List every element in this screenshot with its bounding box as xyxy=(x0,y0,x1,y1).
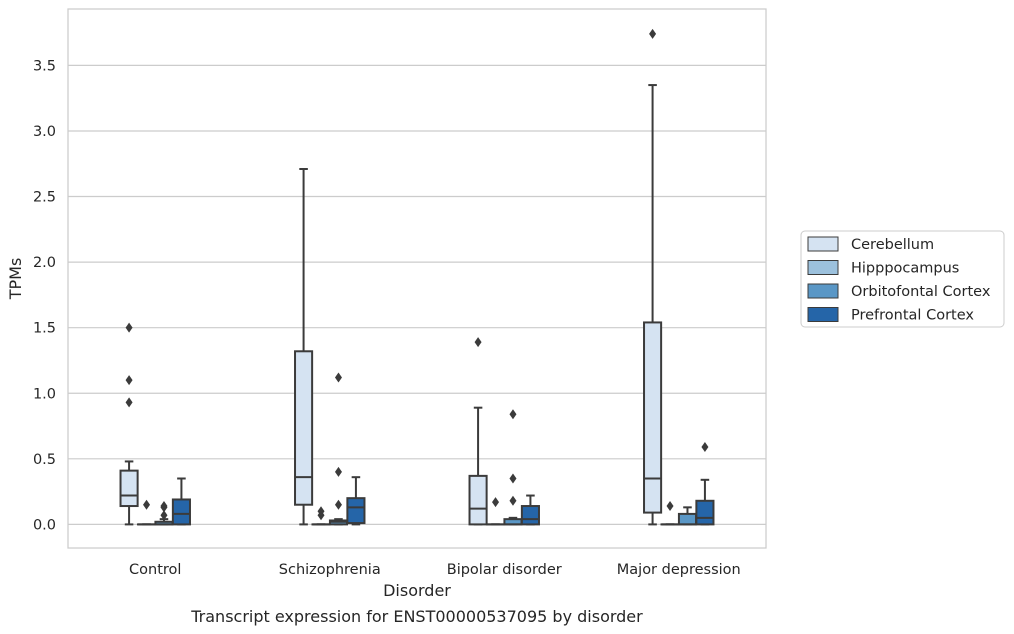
plot-frame xyxy=(67,8,767,549)
x-axis-ticks: Control Schizophrenia Bipolar disorder Majo… xyxy=(129,562,741,578)
x-tick-label: Control xyxy=(129,562,181,578)
box xyxy=(677,512,698,526)
legend-label: Hipppocampus xyxy=(851,261,959,277)
box-group xyxy=(154,501,174,526)
box-group xyxy=(136,499,157,526)
y-axis-label: TPMs xyxy=(6,258,25,301)
box xyxy=(468,474,488,526)
x-tick-label: Schizophrenia xyxy=(279,562,381,578)
outlier-point xyxy=(492,497,500,508)
legend-swatch xyxy=(807,283,839,299)
y-tick-label: 3.5 xyxy=(33,58,56,74)
legend-label: Prefrontal Cortex xyxy=(851,308,974,324)
legend-label: Cerebellum xyxy=(851,237,934,253)
box-group xyxy=(468,337,488,526)
outlier-point xyxy=(666,501,674,512)
outlier-point xyxy=(160,501,168,512)
x-axis-label: Disorder xyxy=(383,581,451,600)
box-group xyxy=(119,322,139,526)
box-group xyxy=(346,476,366,526)
box xyxy=(643,321,663,514)
y-axis-ticks: 0.0 0.5 1.0 1.5 2.0 2.5 3.0 3.5 xyxy=(33,58,56,533)
outlier-point xyxy=(125,322,133,333)
box-group xyxy=(294,167,314,526)
outlier-point xyxy=(334,466,342,477)
box-group xyxy=(695,442,715,526)
legend-frame xyxy=(800,230,1005,328)
legend: Cerebellum Hipppocampus Orbitofontal Corte… xyxy=(800,230,1005,328)
outlier-point xyxy=(160,510,168,521)
outlier-point xyxy=(509,495,517,506)
outlier-point xyxy=(474,337,482,348)
legend-label: Orbitofontal Cortex xyxy=(851,284,991,300)
outlier-point xyxy=(509,409,517,420)
box-group xyxy=(171,477,191,526)
box xyxy=(119,469,139,508)
outlier-point xyxy=(125,375,133,386)
outlier-point xyxy=(509,473,517,484)
legend-swatch xyxy=(807,236,839,252)
outlier-point xyxy=(143,499,151,510)
box xyxy=(346,497,366,525)
box-group xyxy=(311,506,331,526)
y-tick-label: 1.5 xyxy=(33,321,56,337)
y-tick-label: 2.5 xyxy=(33,190,56,206)
box-group xyxy=(677,506,698,526)
box-group xyxy=(485,497,506,526)
x-tick-label: Major depression xyxy=(617,562,741,578)
box-series xyxy=(119,28,715,526)
chart-caption: Transcript expression for ENST0000053709… xyxy=(190,607,643,626)
gridlines xyxy=(68,64,766,525)
box xyxy=(171,498,191,526)
y-tick-label: 3.0 xyxy=(33,124,56,140)
box-group xyxy=(660,501,680,526)
legend-swatch xyxy=(807,260,839,275)
box xyxy=(520,505,540,526)
outlier-point xyxy=(334,499,342,510)
outlier-point xyxy=(125,397,133,408)
box-group xyxy=(328,372,349,526)
legend-swatch xyxy=(807,307,839,322)
box-group xyxy=(643,28,663,526)
outlier-point xyxy=(334,372,342,383)
x-tick-label: Bipolar disorder xyxy=(447,562,562,578)
y-tick-label: 2.0 xyxy=(33,255,56,271)
outlier-point xyxy=(317,506,325,517)
y-tick-label: 0.5 xyxy=(33,452,56,468)
box-group xyxy=(520,494,540,526)
y-tick-label: 0.0 xyxy=(33,517,56,533)
box xyxy=(695,499,715,526)
outlier-point xyxy=(649,28,657,39)
outlier-point xyxy=(701,442,709,453)
box-group xyxy=(503,409,523,526)
y-tick-label: 1.0 xyxy=(33,386,56,402)
box xyxy=(294,350,314,506)
